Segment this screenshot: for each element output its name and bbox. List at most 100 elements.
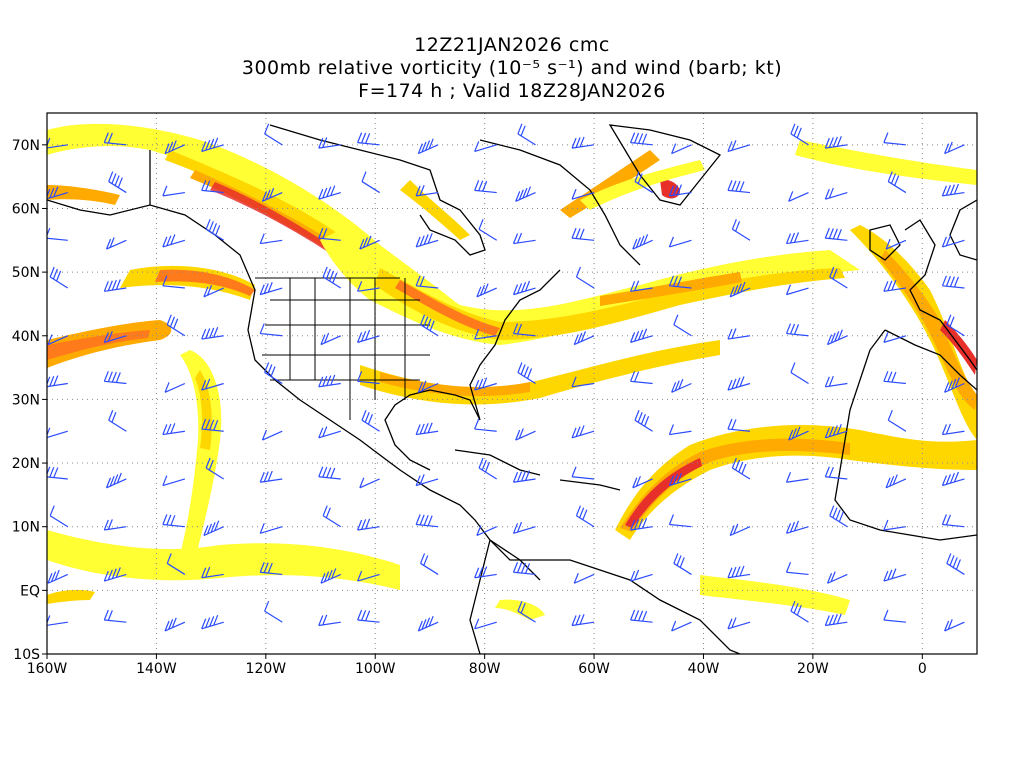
wind-barb [318,374,341,388]
wind-barb [946,553,965,575]
lat-tick-label: 70N [12,138,40,154]
wind-barb [673,314,692,337]
wind-barb [47,334,69,346]
wind-barb [941,514,965,528]
wind-barb [415,185,439,197]
longitude-labels: 160W 140W 120W 100W 80W 60W 40W 20W 0 [27,661,927,677]
wind-barb [47,466,68,480]
wind-barb [318,466,341,480]
wind-barb [634,410,653,432]
wind-barb [883,332,907,343]
wind-barb [322,266,342,289]
wind-barb [727,617,751,630]
map-title-line-3: F=174 h ; Valid 18Z28JAN2026 [358,80,666,102]
wind-barb [474,618,497,630]
wind-barb [103,519,127,531]
wind-barb [320,332,342,346]
wind-barb [357,609,380,623]
wind-barb [826,329,848,346]
wind-barb [476,525,497,537]
wind-barb [790,600,809,623]
lon-tick-label: 40W [688,661,720,677]
wind-barb [264,123,283,146]
wind-barb [205,457,225,480]
wind-barb [419,553,439,575]
wind-barb [571,376,595,388]
wind-barb [162,275,185,289]
wind-barb [571,614,595,627]
wind-barb [883,132,906,146]
wind-barb [785,562,809,576]
wind-barb [415,233,439,248]
wind-barb [826,571,848,584]
wind-barb [727,180,751,194]
wind-barb [47,227,68,241]
wind-barb [476,283,497,298]
wind-barb [162,475,186,487]
wind-barb [727,140,751,152]
wind-barb [164,140,186,155]
wind-barb [261,187,283,202]
wind-barb [259,523,283,534]
wind-barb [731,219,751,241]
wind-barb [164,382,186,393]
wind-barb [201,566,224,579]
wind-barb [357,570,380,582]
wind-barb [668,275,692,289]
wind-barb [668,472,692,487]
wind-barb [166,314,186,337]
wind-barb [318,426,341,439]
wind-barb [318,227,341,241]
wind-barb [517,600,536,623]
wind-barb [49,505,69,528]
wind-barb [318,137,341,149]
wind-barb [259,233,283,245]
wind-barb [630,132,653,146]
wind-barb [517,362,536,385]
wind-barb [512,470,536,483]
axis-ticks [42,144,923,659]
wind-barb [103,279,127,292]
wind-barb [261,429,283,441]
wind-barb [883,519,906,531]
wind-barb [630,371,653,385]
map-title-line-2: 300mb relative vorticity (10⁻⁵ s⁻¹) and … [241,57,783,79]
lat-tick-label: 40N [12,329,40,345]
wind-barb [727,376,751,391]
wind-barb [361,171,380,194]
wind-barb [824,613,848,627]
wind-barb [512,232,536,245]
wind-barb [885,238,907,250]
wind-barb [829,266,848,289]
wind-barb [883,371,906,385]
wind-barb [201,614,224,630]
wind-barb [103,371,127,385]
wind-barb [571,227,595,241]
wind-barb [415,474,439,487]
wind-barb [357,132,380,146]
wind-barb [788,426,809,441]
wind-barb [512,521,536,534]
wind-barb [259,562,283,576]
wind-barb [785,520,809,534]
wind-barb [630,569,653,582]
wind-barb [259,470,283,483]
wind-barb [630,328,653,343]
wind-barb [474,328,497,340]
wind-barb [47,615,68,626]
wind-barb [205,219,225,241]
wind-barb [727,328,751,340]
lat-tick-label: EQ [20,583,40,599]
wind-barb [357,371,380,385]
lon-tick-label: 0 [918,661,927,677]
wind-barb [883,609,906,623]
wind-barb [103,330,127,343]
wind-barb [47,427,68,439]
wind-barb [941,235,965,248]
wind-barb [790,362,809,385]
lon-tick-label: 20W [797,661,829,677]
wind-barb [788,191,809,202]
wind-barb [824,136,848,149]
wind-barb [474,566,497,579]
wind-barb [166,553,186,575]
